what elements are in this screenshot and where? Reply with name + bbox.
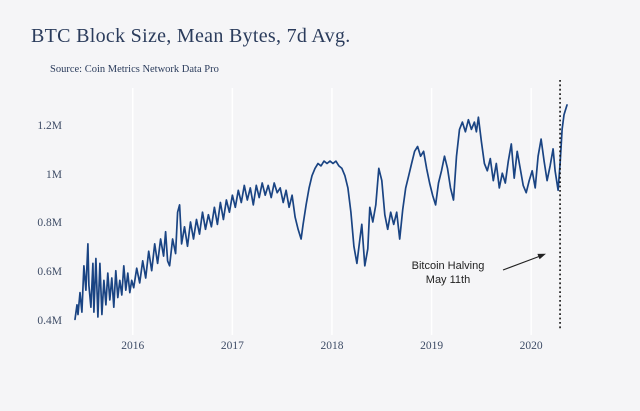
x-axis-tick-label: 2018 xyxy=(320,340,344,352)
block-size-series-line xyxy=(74,104,568,321)
y-axis-tick-label: 0.8M xyxy=(37,217,62,230)
y-axis-tick-label: 1.2M xyxy=(37,119,62,132)
chart-source-caption: Source: Coin Metrics Network Data Pro xyxy=(50,64,219,75)
halving-annotation: Bitcoin Halving May 11th xyxy=(392,260,504,287)
x-axis-tick-label: 2017 xyxy=(220,340,244,352)
chart-title: BTC Block Size, Mean Bytes, 7d Avg. xyxy=(31,25,351,47)
halving-annotation-line1: Bitcoin Halving xyxy=(411,260,485,272)
halving-annotation-line2: May 11th xyxy=(425,273,471,286)
y-axis-tick-label: 0.4M xyxy=(37,314,62,327)
y-axis-tick-label: 0.6M xyxy=(37,266,62,279)
x-axis-tick-label: 2019 xyxy=(420,340,444,352)
x-axis-tick-label: 2016 xyxy=(121,340,145,352)
y-axis-tick-label: 1M xyxy=(46,168,62,181)
x-axis-tick-label: 2020 xyxy=(519,340,543,352)
annotation-arrow-shaft xyxy=(502,255,540,271)
annotation-arrow-head xyxy=(537,253,546,260)
